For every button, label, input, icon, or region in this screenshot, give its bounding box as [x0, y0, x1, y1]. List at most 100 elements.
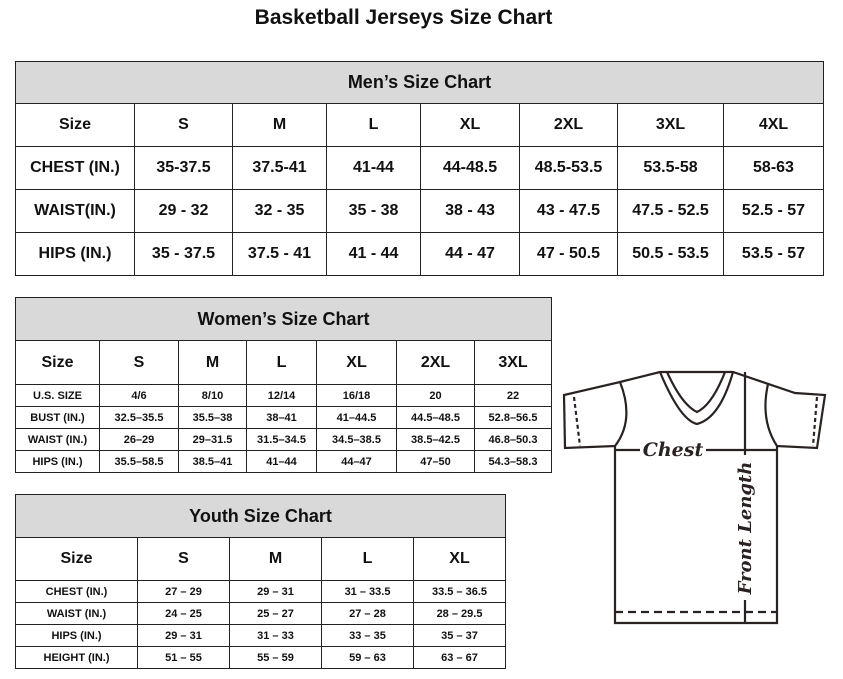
measurement-cell: 35.5–38 [178, 406, 247, 429]
measurement-cell: 50.5 - 53.5 [617, 232, 724, 276]
measurement-cell: 35-37.5 [134, 146, 233, 190]
measurement-cell: 44.5–48.5 [396, 406, 475, 429]
size-column-header: XL [316, 340, 397, 385]
measurement-cell: 33.5 – 36.5 [412, 580, 507, 603]
measurement-cell: 63 – 67 [412, 646, 507, 669]
measurement-cell: 38–41 [246, 406, 317, 429]
size-header-row: Size S M L XL 2XL 3XL 4XL [15, 103, 824, 147]
measurement-cell: 38 - 43 [420, 189, 520, 233]
measurement-cell: 35 - 38 [326, 189, 421, 233]
measurement-cell: 35 - 37.5 [134, 232, 233, 276]
row-label: HIPS (IN.) [15, 624, 138, 647]
size-column-header: M [232, 103, 327, 147]
measurement-cell: 44 - 47 [420, 232, 520, 276]
table-row: CHEST (IN.) 27 – 29 29 – 31 31 – 33.5 33.5 –… [15, 580, 507, 603]
row-label: HEIGHT (IN.) [15, 646, 138, 669]
measurement-cell: 35 – 37 [412, 624, 507, 647]
table-row: HIPS (IN.) 29 – 31 31 – 33 33 – 35 35 – 37 [15, 624, 507, 647]
measurement-cell: 20 [396, 384, 475, 407]
measurement-cell: 44-48.5 [420, 146, 520, 190]
measurement-cell: 41-44 [326, 146, 421, 190]
measurement-cell: 53.5-58 [617, 146, 724, 190]
table-row: U.S. SIZE 4/6 8/10 12/14 16/18 20 22 [15, 384, 553, 407]
men-table-title: Men’s Size Chart [15, 61, 824, 104]
measurement-cell: 27 – 28 [321, 602, 414, 625]
size-column-header: L [246, 340, 317, 385]
measurement-cell: 25 – 27 [229, 602, 322, 625]
row-label: CHEST (IN.) [15, 580, 138, 603]
table-row: WAIST (IN.) 24 – 25 25 – 27 27 – 28 28 – 29.… [15, 602, 507, 625]
measurement-cell: 37.5 - 41 [232, 232, 327, 276]
row-label: HIPS (IN.) [15, 450, 100, 473]
chest-label: Chest [643, 439, 704, 461]
table-row: CHEST (IN.) 35-37.5 37.5-41 41-44 44-48.5 48.… [15, 146, 824, 190]
measurement-cell: 26–29 [99, 428, 179, 451]
measurement-cell: 52.8–56.5 [473, 406, 553, 429]
table-row: HIPS (IN.) 35 - 37.5 37.5 - 41 41 - 44 44 - … [15, 232, 824, 276]
size-column-header: 3XL [617, 103, 724, 147]
measurement-cell: 55 – 59 [229, 646, 322, 669]
measurement-cell: 58-63 [723, 146, 824, 190]
measurement-cell: 33 – 35 [321, 624, 414, 647]
table-row: WAIST (IN.) 26–29 29–31.5 31.5–34.5 34.5–38.… [15, 428, 553, 451]
measurement-cell: 52.5 - 57 [723, 189, 824, 233]
measurement-cell: 27 – 29 [137, 580, 230, 603]
row-label-header: Size [15, 340, 100, 385]
measurement-cell: 4/6 [99, 384, 179, 407]
measurement-cell: 44–47 [316, 450, 397, 473]
size-column-header: XL [412, 537, 507, 581]
row-label: BUST (IN.) [15, 406, 100, 429]
mens-size-table: Men’s Size Chart Size S M L XL 2XL 3XL 4XL CHEST … [15, 61, 824, 276]
measurement-cell: 54.3–58.3 [473, 450, 553, 473]
measurement-cell: 29 – 31 [229, 580, 322, 603]
measurement-cell: 34.5–38.5 [316, 428, 397, 451]
size-column-header: S [137, 537, 230, 581]
size-column-header: L [321, 537, 414, 581]
measurement-cell: 29–31.5 [178, 428, 247, 451]
measurement-cell: 37.5-41 [232, 146, 327, 190]
measurement-cell: 24 – 25 [137, 602, 230, 625]
table-row: WAIST(IN.) 29 - 32 32 - 35 35 - 38 38 - 43 43… [15, 189, 824, 233]
measurement-cell: 29 - 32 [134, 189, 233, 233]
measurement-cell: 31 – 33 [229, 624, 322, 647]
measurement-cell: 8/10 [178, 384, 247, 407]
measurement-cell: 16/18 [316, 384, 397, 407]
front-length-label: Front Length [735, 462, 756, 596]
row-label: WAIST (IN.) [15, 602, 138, 625]
size-column-header: 3XL [473, 340, 553, 385]
measurement-cell: 41–44.5 [316, 406, 397, 429]
measurement-cell: 29 – 31 [137, 624, 230, 647]
measurement-cell: 46.8–50.3 [473, 428, 553, 451]
row-label: WAIST(IN.) [15, 189, 135, 233]
youth-size-table: Youth Size Chart Size S M L XL CHEST (IN.) 27 –… [14, 494, 507, 669]
measurement-cell: 59 – 63 [321, 646, 414, 669]
row-label: CHEST (IN.) [15, 146, 135, 190]
measurement-cell: 47 - 50.5 [519, 232, 618, 276]
measurement-cell: 48.5-53.5 [519, 146, 618, 190]
row-label-header: Size [15, 103, 135, 147]
row-label-header: Size [15, 537, 138, 581]
size-header-row: Size S M L XL [15, 537, 507, 581]
measurement-cell: 38.5–41 [178, 450, 247, 473]
size-column-header: S [99, 340, 179, 385]
table-row: BUST (IN.) 32.5–35.5 35.5–38 38–41 41–44.5 44… [15, 406, 553, 429]
jersey-diagram: Chest Front Length [562, 370, 827, 625]
row-label: U.S. SIZE [15, 384, 100, 407]
size-column-header: 2XL [396, 340, 475, 385]
measurement-cell: 35.5–58.5 [99, 450, 179, 473]
size-column-header: M [229, 537, 322, 581]
size-column-header: L [326, 103, 421, 147]
table-row: HEIGHT (IN.) 51 – 55 55 – 59 59 – 63 63 – 67 [15, 646, 507, 669]
measurement-cell: 47.5 - 52.5 [617, 189, 724, 233]
size-header-row: Size S M L XL 2XL 3XL [15, 340, 553, 385]
size-column-header: 2XL [519, 103, 618, 147]
table-row: HIPS (IN.) 35.5–58.5 38.5–41 41–44 44–47 47–5… [15, 450, 553, 473]
womens-size-table: Women’s Size Chart Size S M L XL 2XL 3XL U.S. SI… [14, 297, 553, 473]
size-column-header: S [134, 103, 233, 147]
measurement-cell: 47–50 [396, 450, 475, 473]
page-title: Basketball Jerseys Size Chart [254, 6, 553, 29]
measurement-cell: 41–44 [246, 450, 317, 473]
measurement-cell: 32 - 35 [232, 189, 327, 233]
size-column-header: XL [420, 103, 520, 147]
measurement-cell: 22 [473, 384, 553, 407]
